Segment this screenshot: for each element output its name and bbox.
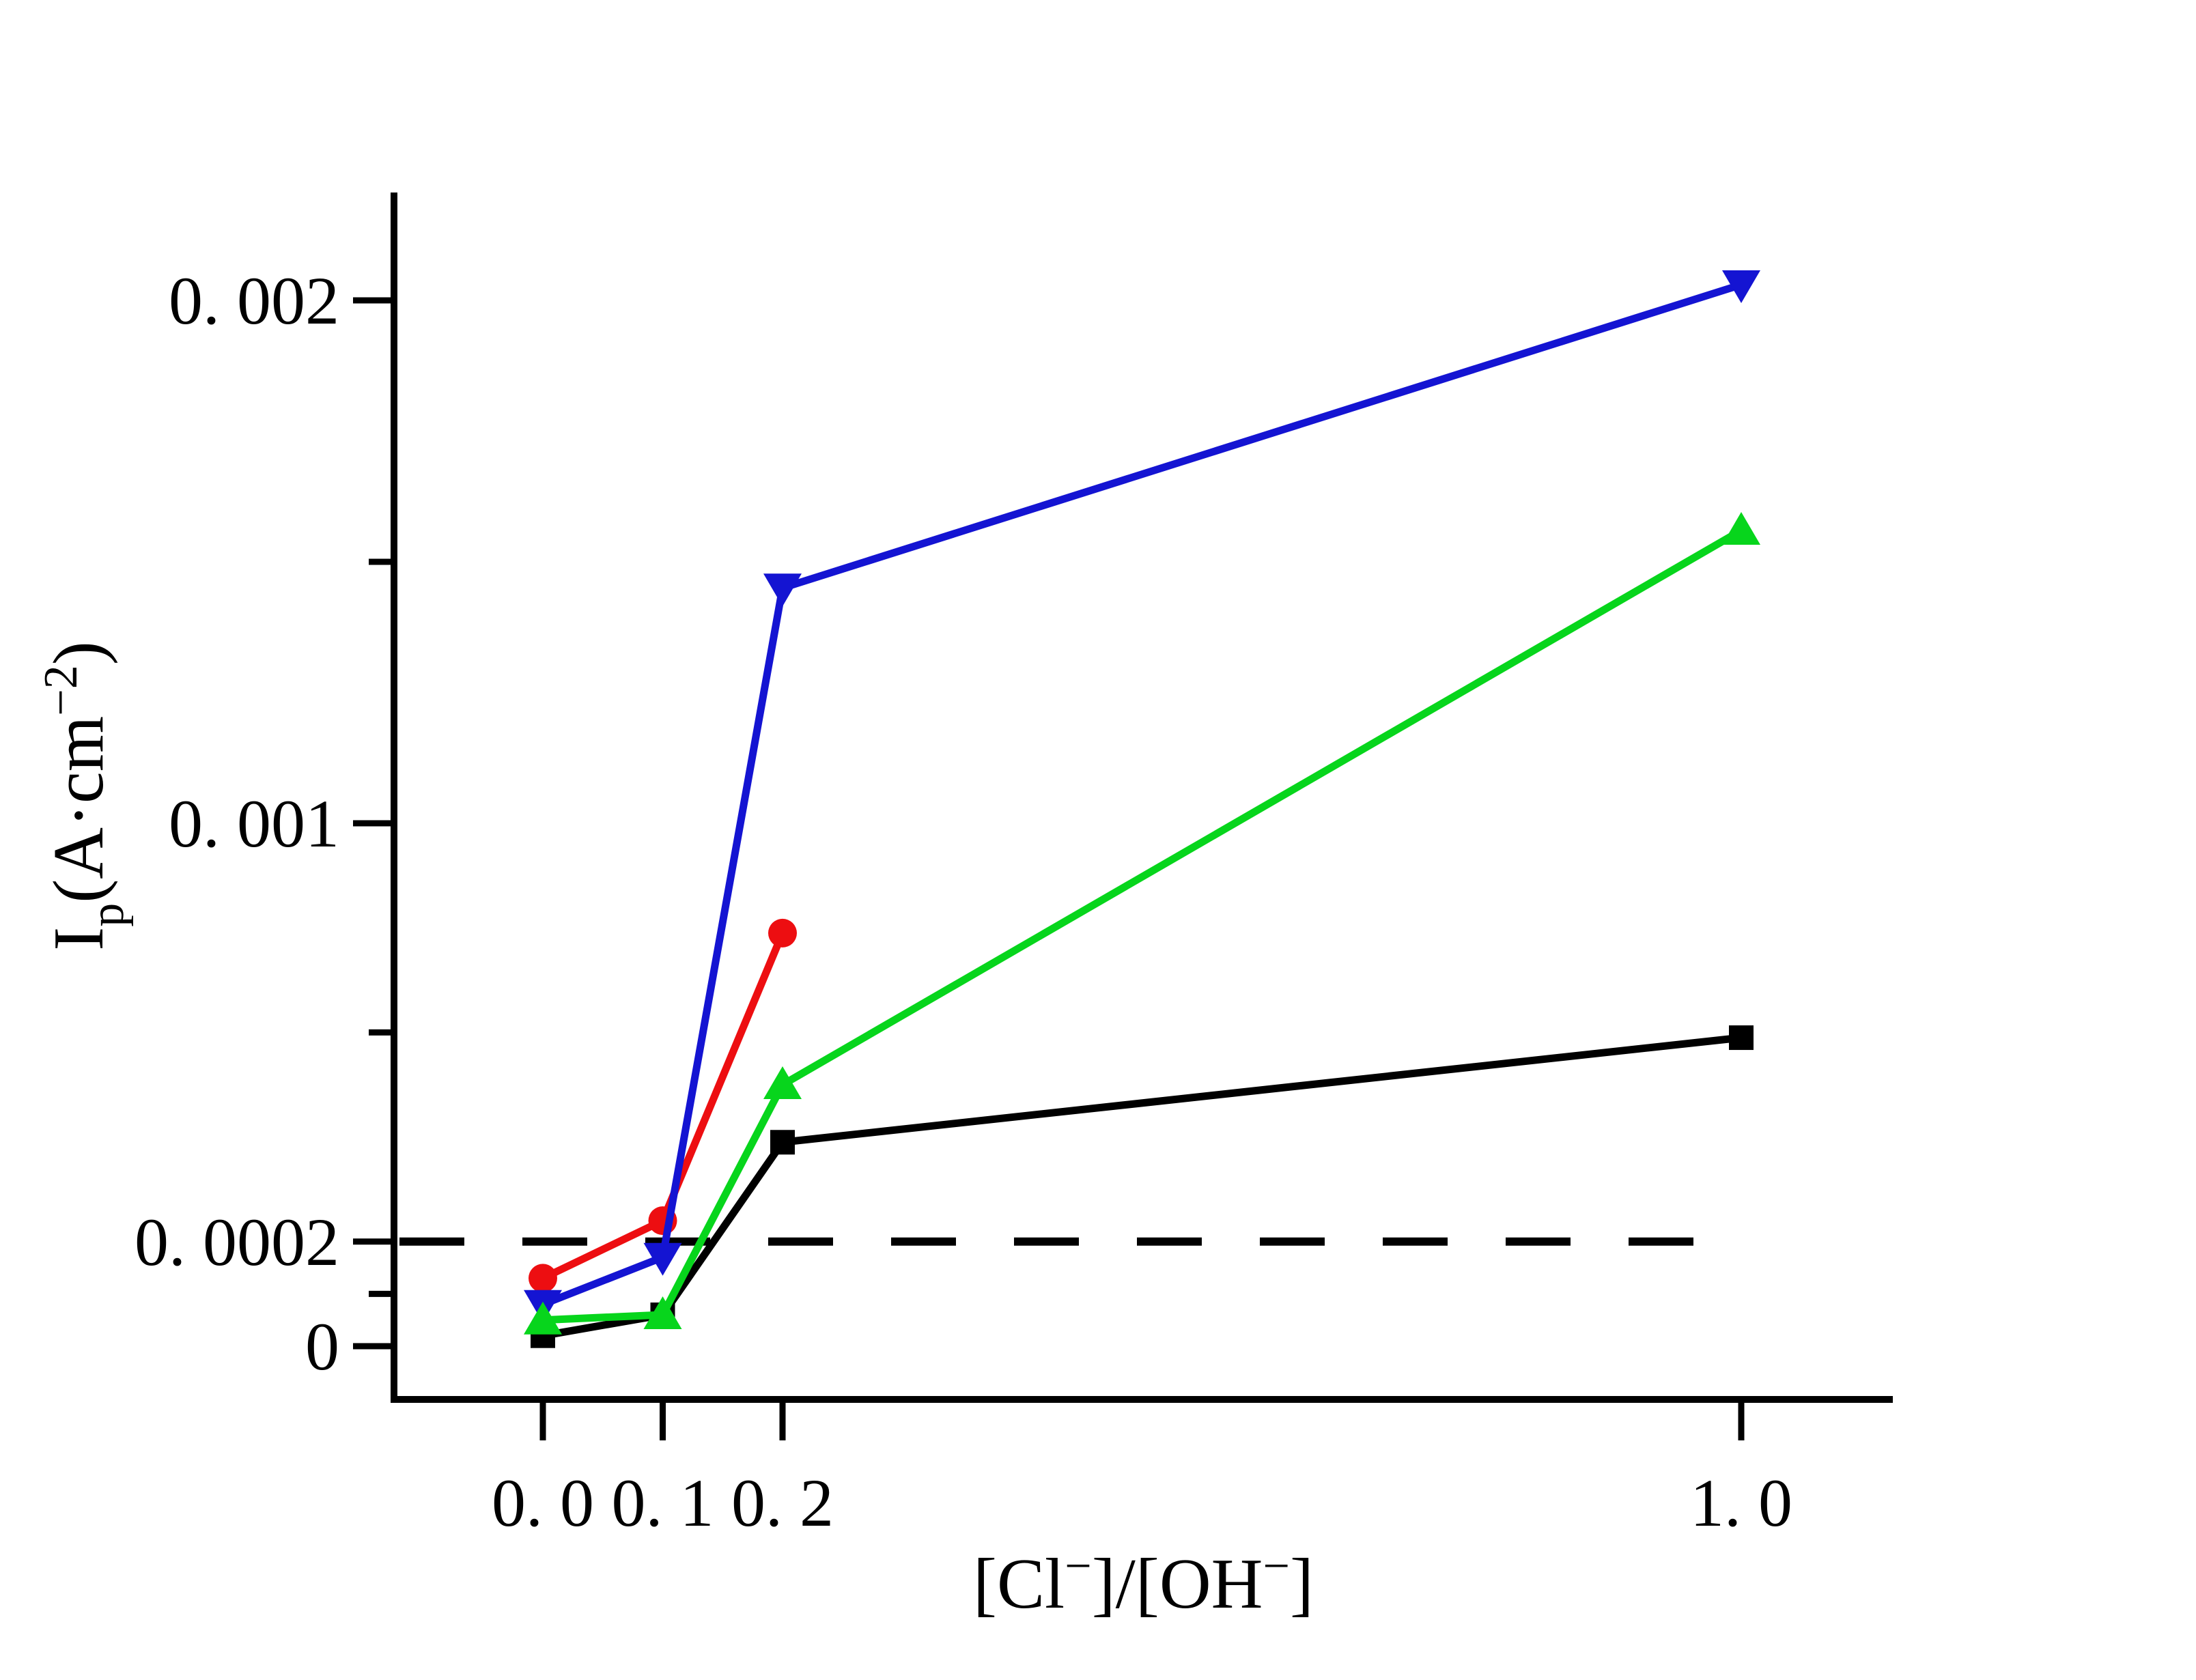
x-tick-label: 0. 2 bbox=[731, 1465, 834, 1541]
x-axis-title: [Cl−]/[OH−] bbox=[973, 1540, 1314, 1623]
triangle-up-marker bbox=[763, 1066, 802, 1099]
x-tick-label: 0. 1 bbox=[612, 1465, 714, 1541]
x-tick-label: 0. 0 bbox=[492, 1465, 594, 1541]
y-axis-title: Ip(A·cm−2) bbox=[35, 641, 134, 950]
triangle-down-marker bbox=[763, 573, 802, 607]
series-line-blue-down-triangles bbox=[541, 281, 1743, 1308]
triangle-down-marker bbox=[1722, 270, 1760, 304]
circle-marker bbox=[768, 918, 797, 948]
triangle-down-marker bbox=[643, 1242, 682, 1276]
square-marker bbox=[1729, 1025, 1754, 1051]
triangle-up-marker bbox=[524, 1301, 562, 1335]
series-black-squares bbox=[531, 1025, 1754, 1348]
circle-marker bbox=[529, 1264, 557, 1293]
square-marker bbox=[770, 1130, 795, 1155]
triangle-up-marker bbox=[1722, 512, 1760, 545]
series-line-black-squares bbox=[542, 1034, 1742, 1340]
x-tick-label: 1. 0 bbox=[1690, 1465, 1792, 1541]
y-tick-label: 0. 0002 bbox=[135, 1204, 339, 1280]
y-tick-label: 0 bbox=[305, 1309, 339, 1384]
y-tick-label: 0. 001 bbox=[169, 786, 339, 862]
triangle-up-marker bbox=[643, 1296, 682, 1330]
series-line-green-up-triangles bbox=[542, 527, 1743, 1324]
series-blue-down-triangles bbox=[524, 270, 1760, 1323]
series-green-up-triangles bbox=[524, 512, 1760, 1335]
y-tick-label: 0. 002 bbox=[169, 263, 339, 339]
